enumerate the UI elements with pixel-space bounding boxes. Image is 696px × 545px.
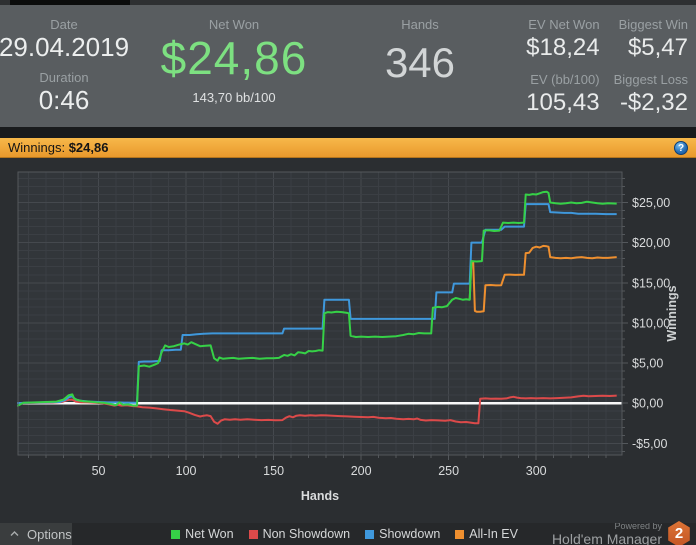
brand-texts: Powered by Hold'em Manager [552, 522, 662, 545]
options-button[interactable]: Options [0, 523, 72, 545]
date-value: 29.04.2019 [0, 32, 130, 62]
chevron-up-icon [10, 531, 19, 536]
duration-value: 0:46 [38, 85, 90, 115]
legend-item-non-showdown: Non Showdown [248, 527, 351, 541]
svg-text:250: 250 [438, 464, 459, 478]
stat-value: $18,24 [526, 34, 600, 61]
header-divider [0, 127, 696, 138]
stat-label: EV Net Won [528, 17, 600, 32]
stat-biggest-loss: Biggest Loss -$2,32 [614, 72, 688, 127]
legend-label: All-In EV [469, 527, 518, 541]
winnings-title-bar[interactable]: Winnings: $24,86 ? [0, 138, 696, 158]
winnings-chart-area: -$5,00 $0,00 $5,00 $10,00 $15,00 $20,00 $25,00… [0, 158, 696, 523]
footer-bar: Options Net Won Non Showdown Showdown Al… [0, 521, 696, 545]
non-showdown-swatch [248, 529, 258, 539]
hm2-badge-icon: 2 [668, 521, 690, 545]
net-won-block: Net Won $24,86 143,70 bb/100 [128, 11, 340, 127]
svg-text:Hands: Hands [301, 489, 339, 503]
winnings-chart: -$5,00 $0,00 $5,00 $10,00 $15,00 $20,00 $25,00… [17, 171, 679, 503]
svg-text:$25,00: $25,00 [632, 196, 670, 210]
legend-item-all-in-ev: All-In EV [455, 527, 518, 541]
options-label: Options [27, 526, 72, 542]
session-summary-header: Date 29.04.2019 Duration 0:46 Net Won $2… [0, 5, 696, 127]
stat-ev-net-won: EV Net Won $18,24 [526, 17, 599, 72]
legend-item-showdown: Showdown [365, 527, 440, 541]
stat-biggest-win: Biggest Win $5,47 [614, 17, 688, 72]
stat-value: $5,47 [627, 34, 688, 61]
svg-text:$15,00: $15,00 [632, 276, 670, 290]
svg-text:-$5,00: -$5,00 [632, 437, 667, 451]
stat-label: Biggest Loss [613, 72, 688, 87]
winnings-title-value: $24,86 [68, 140, 109, 155]
net-won-swatch [171, 529, 181, 539]
svg-text:$0,00: $0,00 [632, 397, 663, 411]
net-won-value: $24,86 [160, 32, 308, 84]
winnings-title: Winnings: $24,86 [8, 140, 108, 155]
duration-label: Duration [39, 70, 89, 85]
net-won-label: Net Won [208, 17, 260, 32]
brand-name: Hold'em Manager [551, 531, 662, 545]
svg-text:100: 100 [176, 464, 197, 478]
date-label: Date [50, 17, 78, 32]
svg-text:$20,00: $20,00 [632, 236, 670, 250]
ev-stats-grid: EV Net Won $18,24 Biggest Win $5,47 EV (… [526, 11, 696, 127]
legend-label: Net Won [185, 527, 234, 541]
hands-value: 346 [384, 39, 456, 86]
legend-label: Showdown [379, 527, 441, 541]
stat-value: -$2,32 [619, 89, 688, 116]
svg-text:Winnings: Winnings [665, 285, 679, 341]
holdem-manager-brand: Powered by Hold'em Manager 2 [552, 521, 696, 545]
svg-text:150: 150 [263, 464, 284, 478]
date-duration-block: Date 29.04.2019 Duration 0:46 [0, 11, 130, 127]
all-in-ev-swatch [455, 529, 465, 539]
stat-label: Biggest Win [618, 17, 688, 32]
powered-by-text: Powered by [614, 521, 662, 531]
chart-legend: Net Won Non Showdown Showdown All-In EV [72, 527, 552, 541]
info-icon[interactable]: ? [674, 140, 688, 155]
svg-text:50: 50 [92, 464, 106, 478]
legend-label: Non Showdown [262, 527, 351, 541]
hands-label: Hands [401, 17, 439, 32]
stat-value: 105,43 [526, 89, 600, 116]
legend-item-net-won: Net Won [171, 527, 234, 541]
bb100-value: 143,70 bb/100 [192, 90, 276, 105]
svg-text:$10,00: $10,00 [632, 316, 670, 330]
svg-text:200: 200 [351, 464, 372, 478]
svg-text:$5,00: $5,00 [632, 357, 663, 371]
window-top-strip [0, 0, 696, 5]
stat-label: EV (bb/100) [530, 72, 600, 87]
hands-block: Hands 346 [355, 11, 485, 127]
showdown-swatch [365, 529, 375, 539]
winnings-title-label: Winnings: [8, 140, 66, 155]
stat-ev-bb100: EV (bb/100) 105,43 [526, 72, 599, 127]
window-tab-shadow [10, 0, 130, 5]
svg-text:300: 300 [526, 464, 547, 478]
